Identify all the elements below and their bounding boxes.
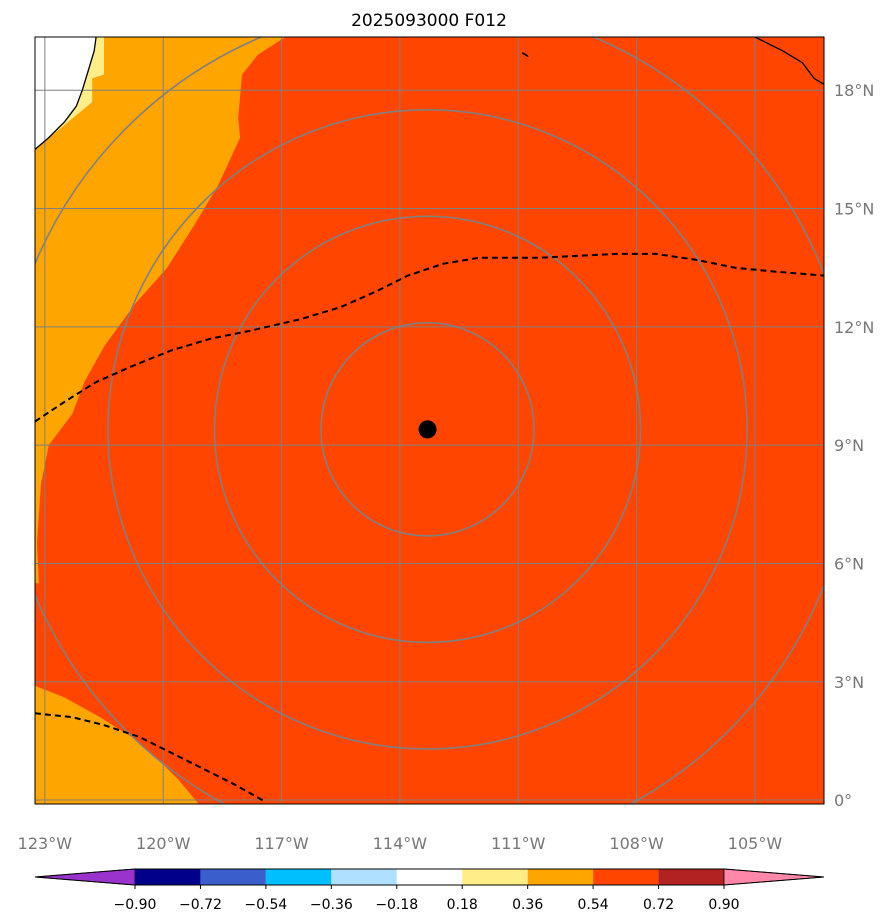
map-title: 2025093000 F012 [351,11,507,31]
latitude-tick-label: 18°N [834,81,874,100]
latitude-labels: 0° 3°N 6°N 9°N 12°N 15°N 18°N [834,81,874,810]
colorbar-labels: −0.90 −0.72 −0.54 −0.36 −0.18 0.18 0.36 0.54 0.7… [114,885,740,913]
colorbar-tick-label: 0.18 [447,897,478,913]
fill-region-0 [35,37,286,584]
fill-region-3 [35,37,97,150]
dashed-contour [35,252,824,423]
range-ring [213,215,642,644]
longitude-tick-label: 108°W [609,834,664,853]
colorbar-extend-high [723,868,825,886]
colorbar-segment [135,869,201,885]
colorbar-tick-label: −0.54 [244,897,287,913]
longitude-tick-label: 111°W [491,834,546,853]
colorbar-segment [200,869,266,885]
longitude-labels: 123°W 120°W 117°W 114°W 111°W 108°W 105°W [18,834,783,853]
colorbar: −0.90 −0.72 −0.54 −0.36 −0.18 0.18 0.36 0.54 0.7… [34,868,825,913]
latitude-tick-label: 6°N [834,554,864,573]
colorbar-segment [527,869,594,885]
coastline [754,37,824,85]
longitude-tick-label: 123°W [18,834,73,853]
colorbar-segment [593,869,659,885]
dashed-contours [35,252,824,803]
colorbar-segments [34,868,825,886]
colorbar-tick-label: −0.90 [114,897,157,913]
colorbar-tick-label: −0.18 [375,897,418,913]
colorbar-segment [396,869,463,885]
fill-region-1 [35,685,199,804]
colorbar-tick-label: 0.72 [643,897,674,913]
colorbar-tick-label: −0.72 [179,897,222,913]
coastline [521,52,529,58]
longitude-tick-label: 120°W [136,834,191,853]
colorbar-tick-label: 0.54 [578,897,609,913]
latitude-tick-label: 12°N [834,318,874,337]
graticule [35,37,824,804]
colorbar-extend-low [34,868,136,886]
longitude-tick-label: 105°W [728,834,783,853]
coastlines [35,37,824,150]
colorbar-segment [658,869,724,885]
colorbar-tick-label: −0.36 [310,897,353,913]
plot-frame [34,36,825,805]
latitude-tick-label: 15°N [834,200,874,219]
latitude-tick-label: 9°N [834,436,864,455]
colorbar-tick-label: 0.90 [708,897,739,913]
colorbar-segment [331,869,397,885]
longitude-tick-label: 114°W [373,834,428,853]
latitude-tick-label: 0° [834,791,852,810]
colorbar-tick-label: 0.36 [512,897,543,913]
coastline [35,37,97,150]
longitude-tick-label: 117°W [254,834,309,853]
field-fills [35,37,286,804]
plot-area [35,37,824,804]
range-ring [107,109,748,750]
storm-center-marker [418,420,437,439]
colorbar-segment [265,869,332,885]
colorbar-segment [462,869,528,885]
latitude-tick-label: 3°N [834,673,864,692]
range-ring [320,322,535,537]
dashed-contour [35,712,267,803]
range-rings [35,37,824,804]
